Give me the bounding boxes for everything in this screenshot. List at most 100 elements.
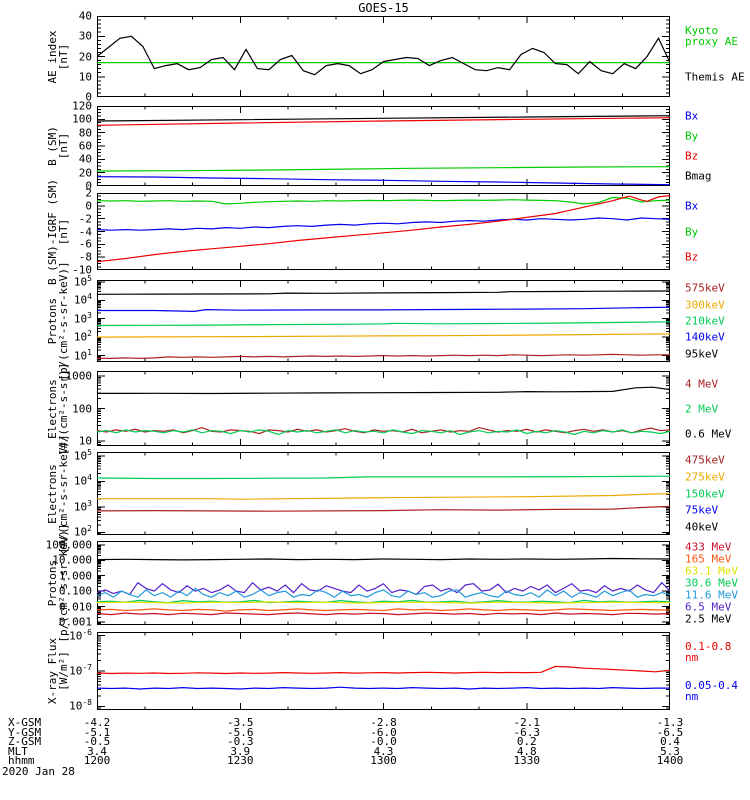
legend-electrons-mev-0: 4 MeV bbox=[685, 377, 719, 390]
legend-protons-kev-1: 300keV bbox=[685, 298, 725, 312]
legend-protons-kev-0: 575keV bbox=[685, 281, 725, 295]
legend-b-sm-igrf-0: Bx bbox=[685, 199, 699, 213]
series-e-4mev bbox=[97, 426, 670, 435]
series-p-63.1mev bbox=[97, 601, 670, 604]
bottom-row-label-mlt: MLT bbox=[8, 744, 28, 758]
bottom-row-value: -6.3 bbox=[513, 725, 541, 739]
legend-protons-mev-3: 30.6 MeV bbox=[685, 576, 738, 590]
series-by bbox=[97, 166, 670, 172]
legend-protons-kev-2: 210keV bbox=[685, 314, 725, 328]
y-tick-exponent: 1 bbox=[87, 347, 92, 357]
legend-electrons-kev-1: 275keV bbox=[685, 470, 725, 484]
y-tick-exponent: 2 bbox=[87, 524, 92, 534]
y-tick-label: 10 bbox=[78, 434, 92, 448]
legend-b-sm-1: By bbox=[685, 129, 699, 143]
legend-protons-mev-4: 11.6 MeV bbox=[685, 588, 738, 602]
panel-plot-area bbox=[97, 541, 670, 625]
y-tick-exponent: -8 bbox=[82, 698, 92, 708]
series-bmag bbox=[97, 115, 670, 122]
y-tick-label: 30 bbox=[78, 29, 92, 43]
bottom-row-value: -6.0 bbox=[370, 725, 397, 739]
y-tick-label: 10-6 bbox=[69, 627, 92, 643]
bottom-row-value: 1330 bbox=[513, 754, 541, 768]
y-tick-label: 100 bbox=[72, 112, 92, 126]
y-tick-exponent: -6 bbox=[82, 627, 92, 637]
legend-protons-kev-3: 140keV bbox=[685, 330, 725, 344]
legend-xray-flux-1: 0.05-0.4 nm bbox=[685, 678, 738, 703]
bottom-row-label-x-gsm: X-GSM bbox=[8, 716, 42, 729]
panel-plot-area bbox=[97, 193, 670, 270]
bottom-row-value: -1.3 bbox=[656, 716, 684, 729]
legend-electrons-kev-4: 40keV bbox=[685, 520, 719, 534]
bottom-row-value: 1230 bbox=[227, 754, 254, 768]
legend-ae-index-1: Themis AE bbox=[685, 70, 745, 84]
series-p-95kev bbox=[97, 290, 670, 295]
bottom-row-value: 0.2 bbox=[516, 735, 537, 749]
y-tick-exponent: 5 bbox=[87, 447, 92, 457]
panel-plot-area bbox=[97, 632, 670, 710]
y-tick-label: 10.000 bbox=[52, 553, 92, 567]
bottom-row-label-hhmm: hhmm bbox=[8, 754, 35, 768]
legend-electrons-kev-2: 150keV bbox=[685, 487, 725, 500]
y-tick-exponent: 3 bbox=[87, 310, 92, 320]
legend-protons-mev-2: 63.1 MeV bbox=[685, 564, 738, 578]
legend-xray-flux-0: 0.1-0.8 nm bbox=[685, 639, 732, 664]
y-tick-exponent: 4 bbox=[87, 292, 92, 302]
y-tick-label: 60 bbox=[78, 139, 92, 153]
legend-b-sm-0: Bx bbox=[685, 109, 699, 123]
series-e-275kev bbox=[97, 493, 670, 500]
y-tick-label: 80 bbox=[78, 126, 92, 140]
bottom-row-value: -3.5 bbox=[227, 716, 254, 729]
series-e-0.6mev bbox=[97, 386, 670, 395]
legend-electrons-mev-1: 2 MeV bbox=[685, 402, 719, 415]
y-tick-label: -4 bbox=[78, 225, 92, 238]
panel-ae-index bbox=[97, 16, 670, 97]
series-xray-long bbox=[97, 665, 670, 675]
y-tick-label: 0 bbox=[85, 90, 92, 104]
series-e-2mev bbox=[97, 429, 670, 436]
legend-electrons-kev-0: 475keV bbox=[685, 453, 725, 467]
series-bz-igrf bbox=[97, 195, 670, 263]
legend-protons-mev-6: 2.5 MeV bbox=[685, 612, 732, 626]
legend-b-sm-igrf-2: Bz bbox=[685, 250, 699, 264]
legend-b-sm-2: Bz bbox=[685, 149, 699, 163]
y-axis-title: X-ray Flux [W/m²] bbox=[46, 611, 70, 731]
series-bx bbox=[97, 176, 670, 186]
y-tick-label: 0.010 bbox=[58, 600, 92, 613]
y-tick-label: 103 bbox=[73, 310, 92, 326]
series-p-575kev bbox=[97, 353, 670, 360]
bottom-row-label-y-gsm: Y-GSM bbox=[8, 725, 42, 739]
panel-frame bbox=[97, 632, 670, 710]
legend-b-sm-igrf-1: By bbox=[685, 225, 699, 238]
series-p-30.6mev bbox=[97, 599, 670, 604]
y-axis-title-units: [W/m²] bbox=[57, 651, 70, 691]
series-p-433mev bbox=[97, 612, 670, 616]
series-e-475kev bbox=[97, 505, 670, 512]
y-tick-label: 100 bbox=[72, 402, 92, 415]
y-tick-label: 2 bbox=[85, 186, 92, 200]
panel-frame bbox=[97, 541, 670, 625]
y-tick-label: 10-8 bbox=[69, 698, 92, 713]
y-tick-label: 0 bbox=[85, 199, 92, 213]
panel-b-sm bbox=[97, 106, 670, 186]
bottom-row-value: -6.5 bbox=[656, 725, 684, 739]
y-tick-label: 105 bbox=[73, 447, 92, 463]
date-label: 2020 Jan 28 bbox=[2, 765, 75, 778]
bottom-row-value: -5.1 bbox=[83, 725, 111, 739]
y-tick-label: 40 bbox=[78, 9, 92, 23]
bottom-row-value: -5.6 bbox=[227, 725, 254, 739]
y-tick-label: -8 bbox=[78, 250, 92, 264]
y-tick-label: 105 bbox=[73, 273, 92, 289]
y-tick-label: 102 bbox=[73, 328, 92, 344]
series-p-11.6mev bbox=[97, 587, 670, 598]
y-tick-label: 20 bbox=[78, 166, 92, 180]
panel-frame bbox=[97, 16, 670, 97]
legend-electrons-mev-2: 0.6 MeV bbox=[685, 427, 732, 440]
y-tick-label: 40 bbox=[78, 152, 92, 166]
y-tick-label: -6 bbox=[78, 237, 92, 251]
bottom-row-value: 3.4 bbox=[87, 744, 107, 758]
bottom-row-value: -0.3 bbox=[227, 735, 254, 749]
y-tick-label: 0.001 bbox=[58, 615, 92, 629]
bottom-row-value: 4.3 bbox=[373, 744, 394, 758]
y-tick-label: 104 bbox=[73, 292, 92, 307]
